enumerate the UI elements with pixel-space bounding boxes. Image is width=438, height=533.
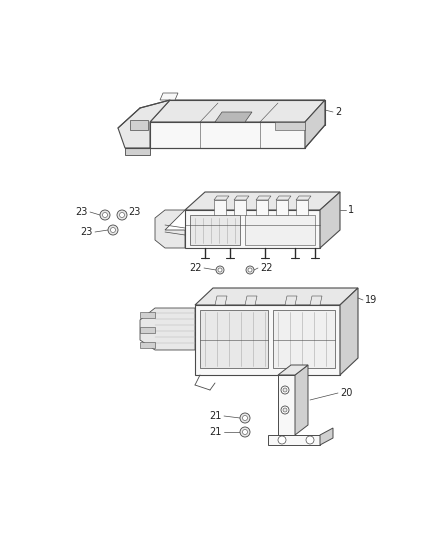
Polygon shape: [140, 312, 155, 318]
Text: 23: 23: [76, 207, 88, 217]
Polygon shape: [296, 196, 311, 200]
Polygon shape: [185, 210, 320, 248]
Text: 22: 22: [190, 263, 202, 273]
Polygon shape: [150, 122, 305, 148]
Polygon shape: [275, 122, 305, 130]
Polygon shape: [276, 200, 288, 215]
Polygon shape: [285, 296, 297, 305]
Polygon shape: [305, 100, 325, 148]
Circle shape: [108, 225, 118, 235]
Text: 21: 21: [210, 427, 222, 437]
Text: 22: 22: [260, 263, 272, 273]
Circle shape: [100, 210, 110, 220]
Polygon shape: [140, 342, 155, 348]
Polygon shape: [234, 200, 246, 215]
Polygon shape: [150, 100, 325, 122]
Circle shape: [243, 430, 247, 434]
Polygon shape: [215, 296, 227, 305]
Polygon shape: [214, 196, 229, 200]
Polygon shape: [234, 196, 249, 200]
Polygon shape: [340, 288, 358, 375]
Circle shape: [248, 268, 252, 272]
Circle shape: [283, 408, 287, 412]
Polygon shape: [295, 365, 308, 435]
Polygon shape: [320, 428, 333, 445]
Text: 21: 21: [210, 411, 222, 421]
Polygon shape: [276, 196, 291, 200]
Polygon shape: [195, 288, 358, 305]
Circle shape: [306, 436, 314, 444]
Circle shape: [216, 266, 224, 274]
Circle shape: [278, 436, 286, 444]
Polygon shape: [256, 196, 271, 200]
Circle shape: [120, 213, 124, 217]
Polygon shape: [310, 296, 322, 305]
Text: 23: 23: [81, 227, 93, 237]
Polygon shape: [278, 375, 295, 435]
Polygon shape: [320, 192, 340, 248]
Polygon shape: [190, 215, 240, 245]
Circle shape: [110, 228, 116, 232]
Polygon shape: [296, 200, 308, 215]
Text: 1: 1: [348, 205, 354, 215]
Polygon shape: [256, 200, 268, 215]
Polygon shape: [273, 310, 335, 368]
Polygon shape: [160, 93, 178, 100]
Circle shape: [240, 427, 250, 437]
Circle shape: [102, 213, 107, 217]
Polygon shape: [195, 305, 340, 375]
Polygon shape: [215, 112, 252, 122]
Circle shape: [117, 210, 127, 220]
Polygon shape: [140, 327, 155, 333]
Circle shape: [281, 406, 289, 414]
Circle shape: [246, 266, 254, 274]
Polygon shape: [245, 296, 257, 305]
Text: 23: 23: [128, 207, 140, 217]
Circle shape: [281, 386, 289, 394]
Polygon shape: [214, 200, 226, 215]
Circle shape: [243, 416, 247, 421]
Text: 20: 20: [340, 388, 353, 398]
Polygon shape: [245, 215, 315, 245]
Polygon shape: [278, 365, 308, 375]
Polygon shape: [125, 148, 150, 155]
Polygon shape: [118, 100, 170, 148]
Text: 19: 19: [365, 295, 377, 305]
Polygon shape: [140, 308, 195, 350]
Polygon shape: [268, 435, 320, 445]
Polygon shape: [130, 120, 148, 130]
Text: 2: 2: [335, 107, 341, 117]
Circle shape: [218, 268, 222, 272]
Polygon shape: [185, 192, 340, 210]
Circle shape: [240, 413, 250, 423]
Circle shape: [283, 388, 287, 392]
Polygon shape: [200, 310, 268, 368]
Polygon shape: [155, 210, 185, 248]
